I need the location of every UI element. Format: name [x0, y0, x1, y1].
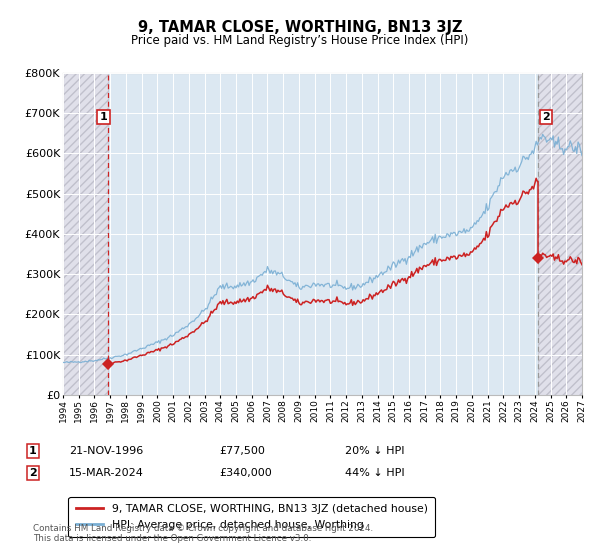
Text: 1: 1 — [100, 112, 107, 122]
Text: 15-MAR-2024: 15-MAR-2024 — [69, 468, 144, 478]
Text: 44% ↓ HPI: 44% ↓ HPI — [345, 468, 404, 478]
Bar — [63, 73, 108, 395]
Text: 9, TAMAR CLOSE, WORTHING, BN13 3JZ: 9, TAMAR CLOSE, WORTHING, BN13 3JZ — [138, 20, 462, 35]
Text: 2: 2 — [29, 468, 37, 478]
Text: 2: 2 — [542, 112, 550, 122]
Text: 1: 1 — [29, 446, 37, 456]
Bar — [538, 73, 582, 395]
Text: Price paid vs. HM Land Registry’s House Price Index (HPI): Price paid vs. HM Land Registry’s House … — [131, 34, 469, 46]
Text: 20% ↓ HPI: 20% ↓ HPI — [345, 446, 404, 456]
Text: £77,500: £77,500 — [219, 446, 265, 456]
Text: Contains HM Land Registry data © Crown copyright and database right 2024.
This d: Contains HM Land Registry data © Crown c… — [33, 524, 373, 543]
Text: 21-NOV-1996: 21-NOV-1996 — [69, 446, 143, 456]
Text: £340,000: £340,000 — [219, 468, 272, 478]
Legend: 9, TAMAR CLOSE, WORTHING, BN13 3JZ (detached house), HPI: Average price, detache: 9, TAMAR CLOSE, WORTHING, BN13 3JZ (deta… — [68, 497, 436, 538]
